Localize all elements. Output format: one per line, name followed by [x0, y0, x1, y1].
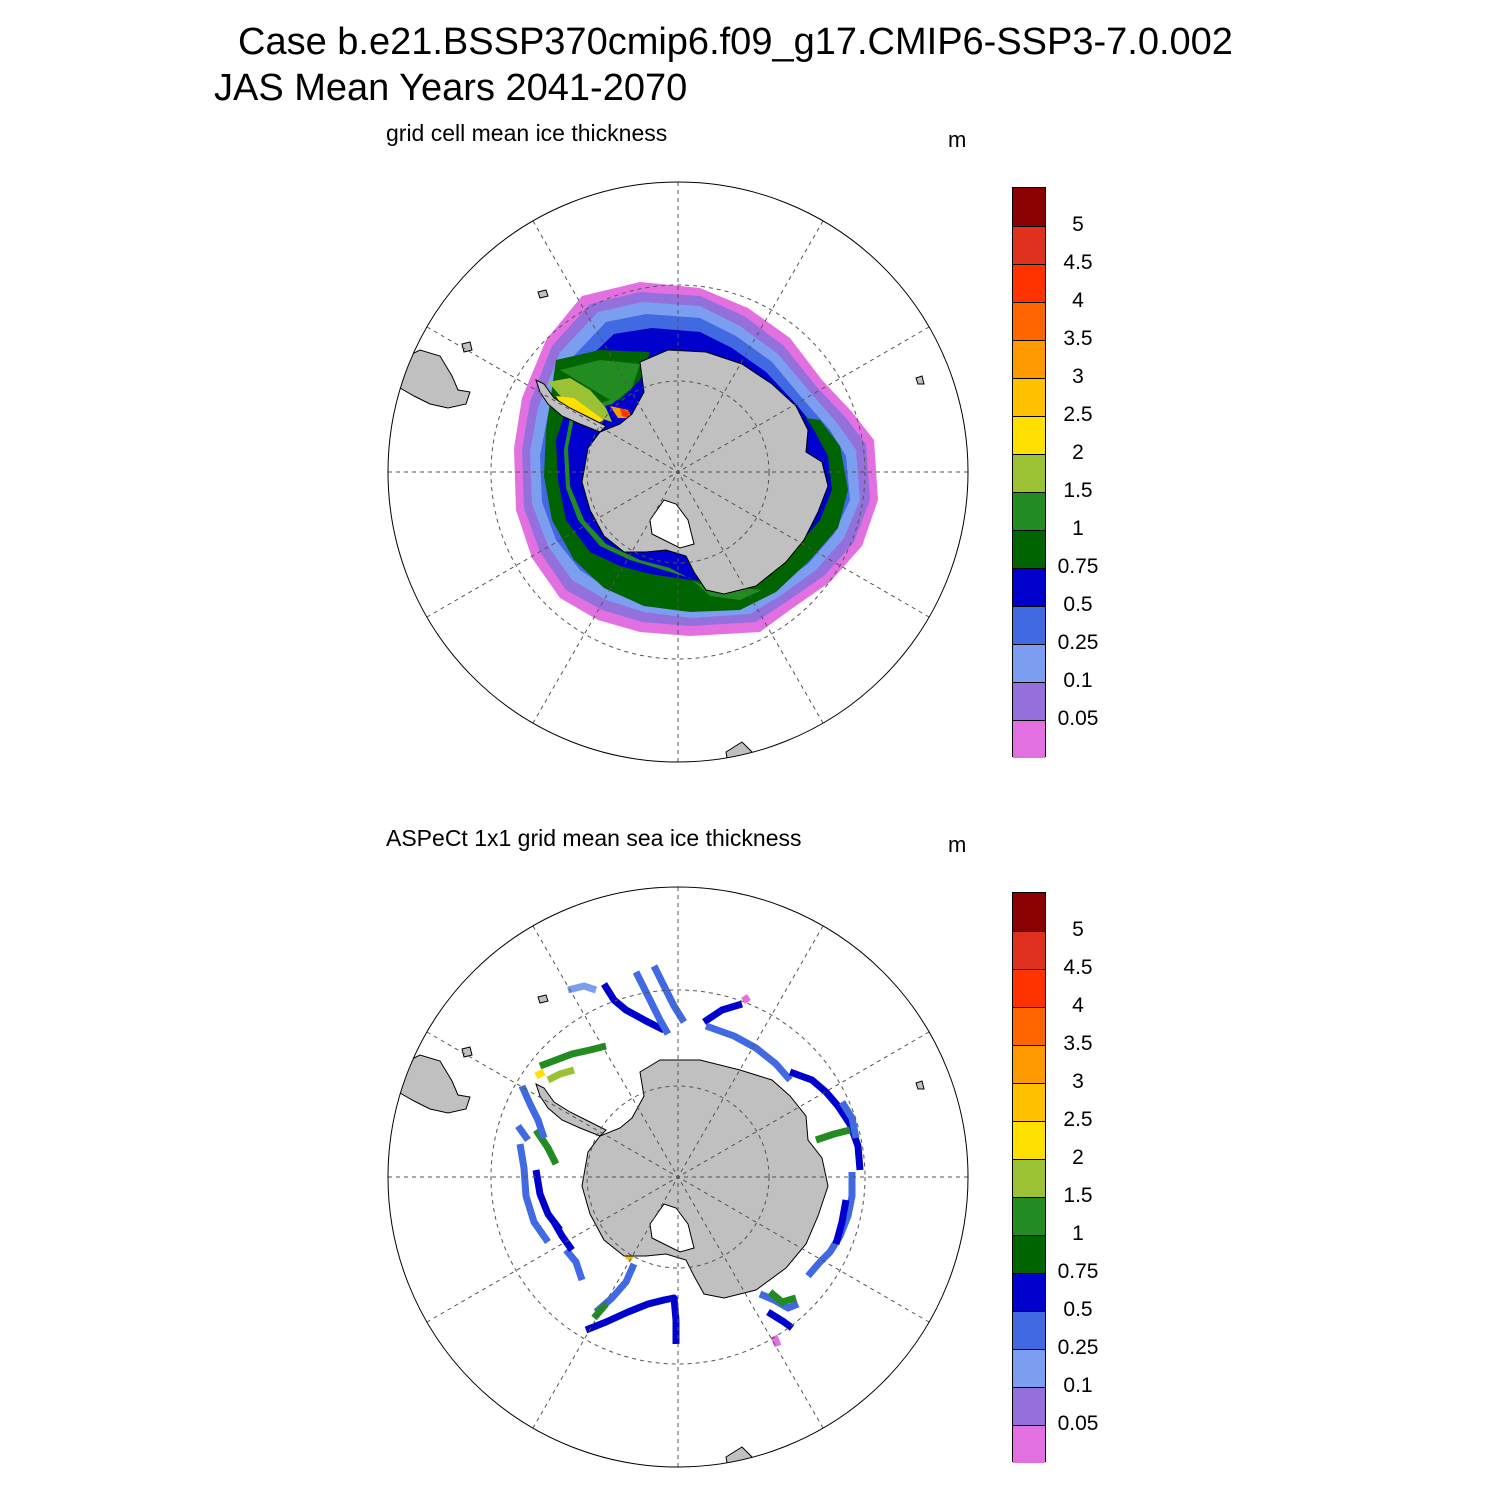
colorbar-tick-label: 0.75 [1057, 1260, 1099, 1283]
south-america-tip [399, 1054, 471, 1114]
kerguelen-island [915, 375, 925, 385]
colorbar-tick-label: 4 [1072, 994, 1084, 1017]
colorbar-swatch [1013, 1197, 1045, 1235]
south-georgia [537, 289, 549, 299]
colorbar-tick-label: 3 [1072, 1070, 1084, 1093]
aspect-ship-tracks [515, 964, 864, 1348]
colorbar-swatch [1013, 340, 1045, 378]
colorbar-tick-label: 0.75 [1057, 555, 1099, 578]
south-america-tip [399, 349, 471, 409]
colorbar-tick-label: 0.25 [1057, 631, 1099, 654]
colorbar-tick-label: 1.5 [1063, 1184, 1093, 1207]
falkland-islands [461, 1046, 473, 1058]
ice-band-4.0 [620, 408, 630, 418]
colorbar-swatch [1013, 416, 1045, 454]
colorbar-swatch [1013, 454, 1045, 492]
colorbar-swatch [1013, 720, 1045, 758]
falkland-islands [461, 341, 473, 353]
colorbar-tick-label: 0.25 [1057, 1336, 1099, 1359]
colorbar-swatch [1013, 1083, 1045, 1121]
colorbar-swatch [1013, 188, 1045, 226]
colorbar-panel-1 [1012, 187, 1046, 758]
colorbar-tick-label: 0.1 [1063, 669, 1093, 692]
colorbar-tick-label: 0.05 [1057, 1412, 1099, 1435]
colorbar-swatch [1013, 1007, 1045, 1045]
colorbar-swatch [1013, 969, 1045, 1007]
colorbar-swatch [1013, 644, 1045, 682]
colorbar-panel-2 [1012, 892, 1046, 1463]
colorbar-tick-label: 4 [1072, 289, 1084, 312]
map-border-panel-1 [387, 181, 969, 763]
antarctic-peninsula [535, 379, 607, 433]
colorbar-tick-label: 3.5 [1063, 327, 1093, 350]
antarctica-landmass [581, 349, 829, 595]
colorbar-tick-label: 1 [1072, 517, 1084, 540]
colorbar-tick-label: 0.1 [1063, 1374, 1093, 1397]
colorbar-swatch [1013, 1273, 1045, 1311]
colorbar-swatch [1013, 568, 1045, 606]
colorbar-swatch [1013, 378, 1045, 416]
panel-1-title: grid cell mean ice thickness [386, 120, 668, 146]
colorbar-tick-label: 5 [1072, 918, 1084, 941]
colorbar-swatch [1013, 606, 1045, 644]
colorbar-swatch [1013, 1121, 1045, 1159]
panel-1-units: m [948, 127, 967, 152]
colorbar-tick-label: 2 [1072, 1146, 1084, 1169]
colorbar-tick-label: 0.05 [1057, 707, 1099, 730]
colorbar-swatch [1013, 1235, 1045, 1273]
colorbar-tick-label: 4.5 [1063, 251, 1093, 274]
colorbar-swatch [1013, 1045, 1045, 1083]
graticule-panel-1 [388, 182, 968, 762]
map-panel-1 [388, 182, 968, 762]
colorbar-swatch [1013, 682, 1045, 720]
kerguelen-island [915, 1080, 925, 1090]
colorbar-tick-label: 2 [1072, 441, 1084, 464]
ross-ice-shelf [649, 499, 695, 549]
ice-band-1.5 [548, 378, 612, 422]
south-georgia [537, 994, 549, 1004]
colorbar-swatch [1013, 893, 1045, 931]
colorbar-swatch [1013, 492, 1045, 530]
map-border-panel-2 [387, 886, 969, 1468]
colorbar-tick-label: 5 [1072, 213, 1084, 236]
colorbar-tick-label: 0.5 [1063, 593, 1093, 616]
colorbar-tick-label: 3 [1072, 365, 1084, 388]
antarctic-peninsula [535, 1083, 607, 1137]
figure-title: Case b.e21.BSSP370cmip6.f09_g17.CMIP6-SS… [238, 21, 1233, 63]
colorbar-tick-label: 2.5 [1063, 403, 1093, 426]
colorbar-swatch [1013, 264, 1045, 302]
colorbar-swatch [1013, 931, 1045, 969]
colorbar-swatch [1013, 226, 1045, 264]
colorbar-swatch [1013, 530, 1045, 568]
panel-2-units: m [948, 832, 967, 857]
panel-2-title: ASPeCt 1x1 grid mean sea ice thickness [386, 825, 802, 851]
colorbar-tick-label: 1 [1072, 1222, 1084, 1245]
colorbar-tick-label: 4.5 [1063, 956, 1093, 979]
colorbar-swatch [1013, 1311, 1045, 1349]
colorbar-tick-label: 0.5 [1063, 1298, 1093, 1321]
colorbar-swatch [1013, 1159, 1045, 1197]
colorbar-swatch [1013, 1425, 1045, 1463]
antarctica-landmass [581, 1059, 829, 1299]
ice-band-2.0 [556, 396, 604, 424]
colorbar-tick-label: 1.5 [1063, 479, 1093, 502]
ross-ice-shelf [649, 1203, 695, 1253]
graticule-panel-2 [388, 887, 968, 1467]
colorbar-swatch [1013, 1387, 1045, 1425]
colorbar-tick-label: 2.5 [1063, 1108, 1093, 1131]
colorbar-swatch [1013, 302, 1045, 340]
colorbar-tick-label: 3.5 [1063, 1032, 1093, 1055]
figure-subtitle: JAS Mean Years 2041-2070 [214, 67, 688, 109]
colorbar-swatch [1013, 1349, 1045, 1387]
